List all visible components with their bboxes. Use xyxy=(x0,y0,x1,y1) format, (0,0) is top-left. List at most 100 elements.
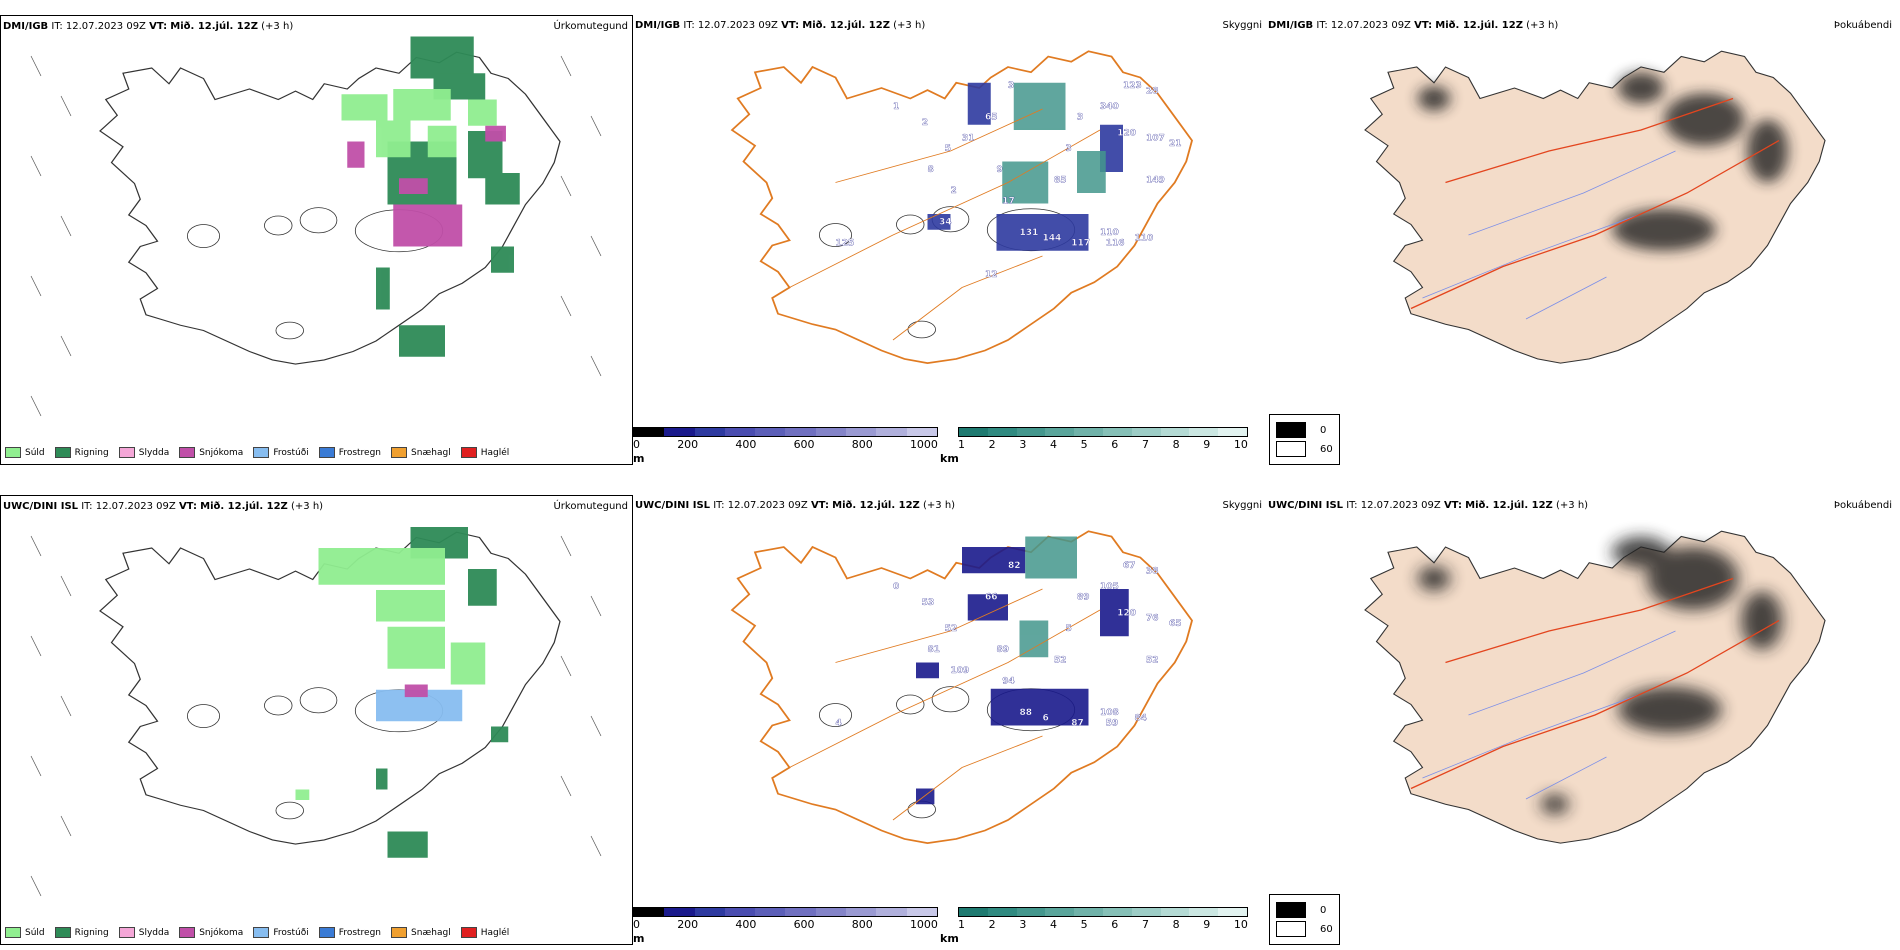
visibility-label: 65 xyxy=(985,113,998,123)
panel-title: Skyggni xyxy=(1222,500,1262,511)
legend-label: Rigning xyxy=(74,927,109,938)
scale-tick: 0 xyxy=(633,438,640,451)
scale-tick: 1 xyxy=(958,438,965,451)
visibility-label: 34 xyxy=(939,218,952,228)
panel-title: Skyggni xyxy=(1222,20,1262,31)
precip-map xyxy=(30,36,602,417)
visibility-label: 52 xyxy=(945,624,958,634)
visibility-label: 52 xyxy=(1146,656,1159,666)
height-scale-bar xyxy=(633,907,938,917)
fog-value: 60 xyxy=(1320,443,1333,455)
scale-segment xyxy=(1160,908,1190,916)
precip-type-panel-row2: UWC/DINI ISL IT: 12.07.2023 09Z VT: Mið.… xyxy=(0,495,633,945)
wind-barbs xyxy=(30,535,602,897)
visibility-label: 12 xyxy=(985,270,998,280)
scale-segment xyxy=(815,428,847,436)
km-unit: km xyxy=(940,452,959,465)
visibility-label: 3 xyxy=(1008,81,1014,91)
scale-tick: 400 xyxy=(735,918,757,931)
legend-item: Frostúði xyxy=(253,927,309,938)
scale-segment xyxy=(755,908,786,916)
scale-tick: 10 xyxy=(1233,918,1248,931)
visibility-label: 110 xyxy=(1100,228,1119,238)
scale-segment xyxy=(1102,908,1132,916)
visibility-label: 110 xyxy=(1135,233,1154,243)
fog-swatch xyxy=(1276,422,1306,438)
visibility-label: 82 xyxy=(1008,561,1021,571)
legend-item: Slydda xyxy=(118,927,169,938)
visibility-label: 67 xyxy=(1123,561,1136,571)
panel-header: DMI/IGB IT: 12.07.2023 09Z VT: Mið. 12.j… xyxy=(635,20,926,31)
scale-tick: 5 xyxy=(1080,918,1088,931)
visibility-label: 88 xyxy=(1020,708,1033,718)
visibility-label: 52 xyxy=(1054,656,1067,666)
scale-tick: 600 xyxy=(793,438,815,451)
visibility-label: 0 xyxy=(893,582,899,592)
legend-label: Frostregn xyxy=(338,447,382,458)
scale-segment xyxy=(724,428,756,436)
fog-legend-row: 0 xyxy=(1276,422,1333,438)
scale-tick: 5 xyxy=(1080,438,1088,451)
visibility-label: 59 xyxy=(1106,719,1119,729)
visibility-panel-row1: DMI/IGB IT: 12.07.2023 09Z VT: Mið. 12.j… xyxy=(633,15,1266,465)
scale-segment xyxy=(755,428,786,436)
scale-tick: 1 xyxy=(958,918,965,931)
scale-segment xyxy=(1160,428,1190,436)
visibility-label: 65 xyxy=(1169,619,1182,629)
scale-segment xyxy=(959,428,988,436)
scale-segment xyxy=(1074,908,1103,916)
legend-swatch xyxy=(118,447,135,458)
visibility-label: 116 xyxy=(1106,239,1125,249)
legend-item: Haglél xyxy=(460,927,509,938)
scale-tick: 200 xyxy=(677,438,699,451)
visibility-label: 120 xyxy=(1117,608,1136,618)
visibility-label: 120 xyxy=(1117,128,1136,138)
legend-item: Rigning xyxy=(54,927,109,938)
legend-item: Súld xyxy=(5,447,45,458)
visibility-label: 17 xyxy=(1002,197,1015,207)
legend-swatch xyxy=(179,447,196,458)
panel-header: UWC/DINI ISL IT: 12.07.2023 09Z VT: Mið.… xyxy=(635,500,956,511)
height-scale-bar xyxy=(633,427,938,437)
fog-panel-row2: UWC/DINI ISL IT: 12.07.2023 09Z VT: Mið.… xyxy=(1266,495,1900,945)
scale-segment xyxy=(634,428,665,436)
visibility-label: 123 xyxy=(1123,81,1142,91)
panel-title: Úrkomutegund xyxy=(553,21,628,32)
legend-item: Snjókoma xyxy=(179,447,243,458)
scale-tick: 800 xyxy=(851,918,873,931)
legend-label: Snjókoma xyxy=(199,447,244,458)
panel-title: Úrkomutegund xyxy=(553,501,628,512)
visibility-label: 105 xyxy=(1100,582,1119,592)
visibility-label: 2 xyxy=(951,186,957,196)
scale-segment xyxy=(724,908,756,916)
panel-header: UWC/DINI ISL IT: 12.07.2023 09Z VT: Mið.… xyxy=(1268,500,1589,511)
legend-label: Súld xyxy=(25,447,45,458)
precip-type-panel-row1: DMI/IGB IT: 12.07.2023 09Z VT: Mið. 12.j… xyxy=(0,15,633,465)
km-scale-ticks: 1 2 3 4 5 6 7 8 9 10 xyxy=(958,438,1248,451)
fog-value: 60 xyxy=(1320,923,1333,935)
visibility-label: 31 xyxy=(962,134,975,144)
visibility-label: 89 xyxy=(997,645,1010,655)
visibility-label: 6 xyxy=(1043,713,1049,723)
scale-segment xyxy=(846,428,877,436)
visibility-label: 21 xyxy=(1169,139,1182,149)
scale-tick: 2 xyxy=(988,918,996,931)
legend-item: Snæhagl xyxy=(391,447,451,458)
legend-label: Rigning xyxy=(74,447,109,458)
visibility-label: 3 xyxy=(1066,144,1072,154)
visibility-label: 4 xyxy=(836,719,842,729)
visibility-label: 5 xyxy=(1066,624,1072,634)
scale-tick: 10 xyxy=(1233,438,1248,451)
legend-label: Súld xyxy=(25,927,45,938)
legend-swatch xyxy=(253,447,270,458)
scale-segment xyxy=(1016,428,1046,436)
scale-tick: 0 xyxy=(633,918,640,931)
legend-swatch xyxy=(253,927,270,938)
fog-legend: 0 60 xyxy=(1269,414,1340,465)
legend-item: Slydda xyxy=(118,447,169,458)
height-unit: m xyxy=(633,452,645,465)
scale-tick: 1000 xyxy=(909,918,938,931)
scale-segment xyxy=(664,908,695,916)
precip-map xyxy=(30,527,602,897)
legend-swatch xyxy=(318,927,335,938)
